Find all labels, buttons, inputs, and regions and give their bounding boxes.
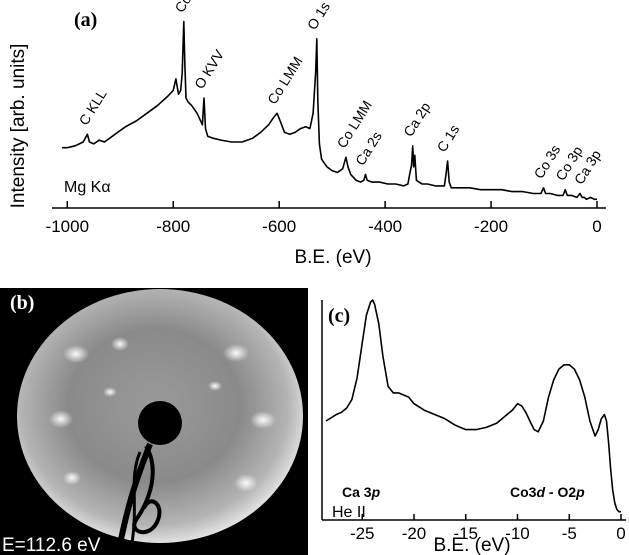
panel-c-x-tick-label: -5: [562, 524, 577, 543]
panel-b-label: (b): [10, 292, 34, 314]
panel-a-peak-label: O 1s: [304, 0, 333, 32]
panel-c-x-tick-label: -25: [350, 524, 375, 543]
panel-c: (c) -25 -20 -15 -10 -5 0 Ca 3p Co3d - O2p He …: [321, 299, 626, 555]
panel-a-x-tick-labels: -1000 -800 -600 -400 -200 0: [46, 217, 602, 236]
diffraction-spot: [63, 471, 81, 485]
diffraction-spot: [63, 345, 89, 363]
panel-c-x-tick-label: -15: [453, 524, 478, 543]
panel-a-x-tick-label: -800: [156, 217, 190, 236]
panel-c-x-ticks: [361, 514, 622, 520]
panel-a-peak-label: Co LMM: [264, 54, 306, 107]
panel-b-energy-label: E=112.6 eV: [2, 535, 101, 555]
panel-a-peak-label: O KVV: [191, 46, 228, 91]
panel-a-x-tick-label: 0: [592, 217, 601, 236]
diffraction-spot: [49, 410, 73, 428]
panel-a-x-tick-label: -1000: [46, 217, 89, 236]
panel-c-spectrum-line: [325, 299, 621, 513]
diffraction-spot: [234, 474, 258, 492]
panel-a-source-label: Mg Kα: [64, 179, 111, 196]
diffraction-spot: [223, 344, 249, 362]
diffraction-spot: [208, 381, 222, 391]
panel-a-y-axis-title: Intensity [arb. units]: [8, 44, 29, 209]
panel-a-peak-label: Ca 2p: [400, 99, 433, 139]
panel-a-x-tick-label: -600: [262, 217, 296, 236]
panel-a-spectrum-line: [62, 20, 597, 201]
panel-a-x-tick-label: -400: [368, 217, 402, 236]
panel-a-peak-label: Co 2p: [171, 0, 204, 15]
panel-a-x-axis-title: B.E. (eV): [294, 247, 371, 268]
panel-a-peak-label: C KLL: [75, 86, 109, 128]
panel-c-x-axis-title: B.E. (eV): [433, 535, 510, 555]
diffraction-spot: [250, 411, 276, 429]
panel-c-label: (c): [328, 305, 350, 327]
panel-a-peak-label: C 1s: [434, 122, 463, 155]
panel-c-source-label: He II: [332, 504, 366, 521]
panel-c-peak-label-ca3p: Ca 3p: [342, 484, 381, 500]
panel-c-x-tick-labels: -25 -20 -15 -10 -5 0: [350, 524, 626, 543]
diffraction-spot: [103, 387, 117, 397]
panel-a-x-ticks: [66, 201, 598, 208]
panel-a: (a) -1000 -800 -600 -400 -200 0 C KLL Co 2p O K…: [8, 0, 606, 268]
electron-gun: [115, 401, 182, 555]
panel-b-leed-image: (b) E=112.6 eV: [0, 288, 308, 555]
panel-a-label: (a): [74, 9, 97, 31]
diffraction-spots: [49, 337, 276, 492]
panel-a-x-tick-label: -200: [474, 217, 508, 236]
diffraction-spot: [111, 337, 129, 351]
panel-c-x-tick-label: -20: [402, 524, 427, 543]
panel-c-peak-label-co3d-o2p: Co3d - O2p: [510, 484, 585, 500]
panel-c-x-tick-label: 0: [616, 524, 625, 543]
panel-c-x-tick-label: -10: [505, 524, 530, 543]
